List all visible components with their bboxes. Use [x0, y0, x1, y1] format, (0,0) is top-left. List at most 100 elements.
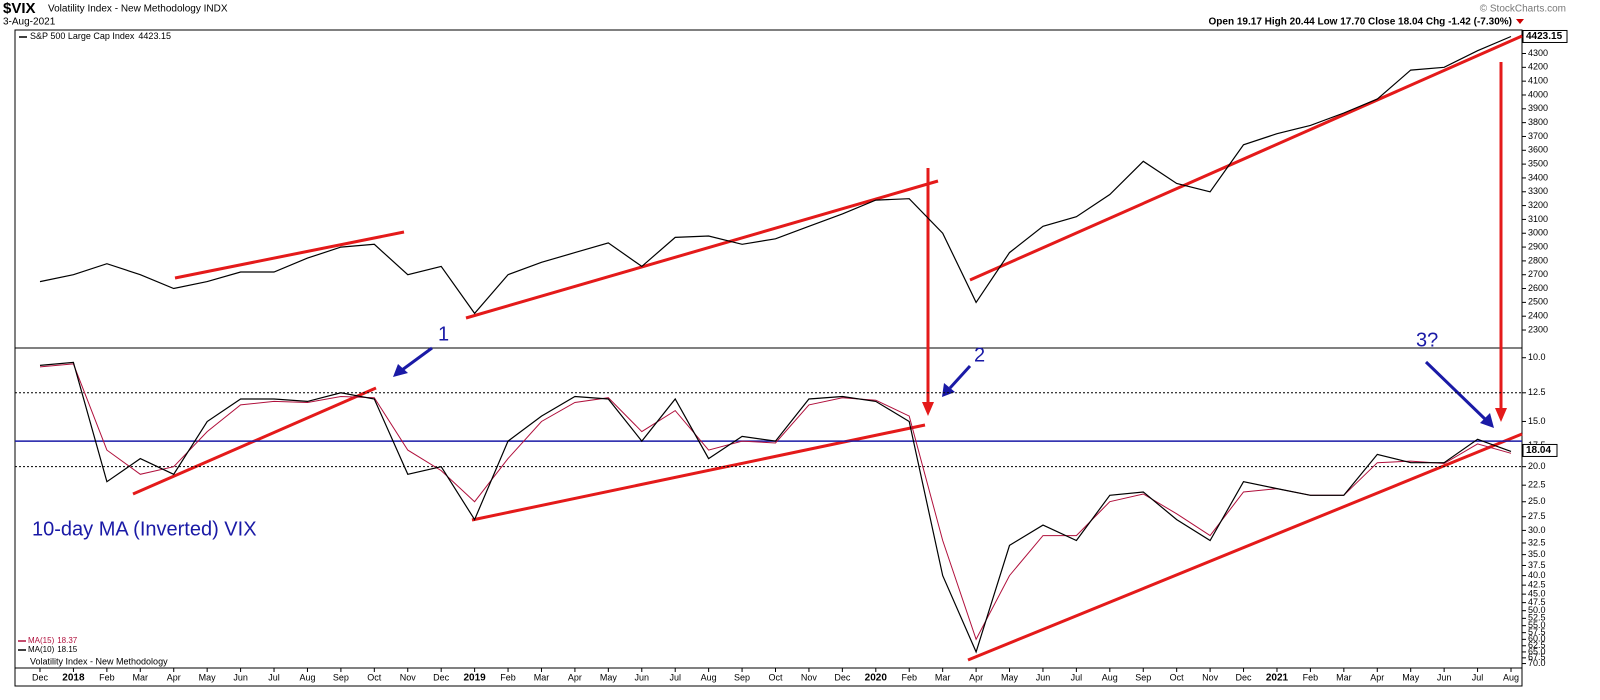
y-tick-label: 3900 — [1528, 103, 1548, 113]
y-tick-label: 52.5 — [1528, 613, 1546, 623]
x-tick-label: Jul — [1472, 672, 1484, 682]
trendline — [969, 34, 1523, 282]
y-tick-label: 60.0 — [1528, 634, 1546, 644]
credit: © StockCharts.com — [1480, 4, 1566, 15]
x-tick-label: Apr — [969, 672, 983, 682]
x-tick-label: Oct — [367, 672, 382, 682]
x-tick-label: May — [1001, 672, 1019, 682]
x-tick-label: Jun — [635, 672, 650, 682]
y-tick-label: 27.5 — [1528, 511, 1546, 521]
y-tick-label: 3000 — [1528, 228, 1548, 238]
arrow — [948, 364, 972, 390]
x-tick-label: Dec — [433, 672, 450, 682]
x-tick-label: Apr — [1370, 672, 1384, 682]
y-tick-label: 2400 — [1528, 311, 1548, 321]
down-arrow — [1516, 19, 1524, 24]
x-tick-label: Oct — [768, 672, 783, 682]
legend-name: MA(15) — [28, 636, 55, 645]
x-tick-label: Nov — [801, 672, 818, 682]
y-tick-label: 2300 — [1528, 324, 1548, 334]
y-tick-label: 3200 — [1528, 200, 1548, 210]
x-tick-label: Apr — [167, 672, 181, 682]
legend-name: MA(10) — [28, 645, 55, 654]
trendline — [174, 230, 405, 280]
x-tick-label: Aug — [1102, 672, 1118, 682]
y-tick-label: 65.0 — [1528, 646, 1546, 656]
legend: MA(10) 18.15 — [28, 645, 78, 654]
y-tick-label: 2700 — [1528, 269, 1548, 279]
x-tick-label: Aug — [1503, 672, 1519, 682]
x-tick-label: May — [199, 672, 217, 682]
x-tick-label: Oct — [1170, 672, 1185, 682]
x-tick-label: May — [1402, 672, 1420, 682]
x-tick-label: Dec — [1236, 672, 1253, 682]
y-tick-label: 3300 — [1528, 186, 1548, 196]
legend-value: 18.37 — [57, 636, 78, 645]
y-tick-label: 3500 — [1528, 158, 1548, 168]
last-value-label: 18.04 — [1526, 445, 1551, 456]
y-tick-label: 2900 — [1528, 241, 1548, 251]
legend-name: S&P 500 Large Cap Index — [30, 31, 135, 41]
x-tick-label: Mar — [935, 672, 951, 682]
quote: Open 19.17 High 20.44 Low 17.70 Close 18… — [1209, 17, 1512, 28]
y-tick-label: 50.0 — [1528, 605, 1546, 615]
x-tick-label: Jul — [1071, 672, 1083, 682]
trendline — [967, 432, 1523, 662]
x-tick-label: Jun — [233, 672, 248, 682]
arrow — [1424, 360, 1488, 422]
blue-arrows — [401, 346, 1488, 422]
series-line — [39, 35, 1512, 315]
x-tick-label: 2020 — [865, 673, 888, 684]
x-axis-band — [14, 667, 1523, 687]
x-tick-label: Feb — [99, 672, 115, 682]
x-tick-label: Sep — [1135, 672, 1151, 682]
legend-value: 4423.15 — [138, 31, 171, 41]
x-tick-label: Nov — [400, 672, 417, 682]
y-tick-label: 15.0 — [1528, 416, 1546, 426]
last-value-tag — [1522, 443, 1558, 457]
y-tick-label: 2800 — [1528, 255, 1548, 265]
x-tick-label: Dec — [32, 672, 49, 682]
x-tick-label: 2019 — [463, 673, 486, 684]
x-tick-label: Feb — [500, 672, 516, 682]
y-tick-label: 3100 — [1528, 214, 1548, 224]
y-tick-label: 22.5 — [1528, 480, 1546, 490]
date: 3-Aug-2021 — [3, 17, 56, 28]
y-tick-label: 70.0 — [1528, 658, 1546, 668]
y-tick-label: 30.0 — [1528, 525, 1546, 535]
subtitle: Volatility Index - New Methodology INDX — [48, 4, 228, 15]
last-value-tag — [1522, 29, 1568, 43]
x-tick-label: Sep — [333, 672, 349, 682]
y-tick-label: 62.5 — [1528, 640, 1546, 650]
y-tick-label: 57.5 — [1528, 627, 1546, 637]
x-tick-label: Mar — [534, 672, 550, 682]
series-line — [39, 361, 1512, 654]
symbol: $VIX — [3, 0, 36, 17]
y-tick-label: 2600 — [1528, 283, 1548, 293]
y-tick-label: 25.0 — [1528, 496, 1546, 506]
arrow — [401, 346, 433, 372]
y-tick-label: 2500 — [1528, 297, 1548, 307]
x-tick-label: Aug — [299, 672, 315, 682]
x-tick-label: May — [600, 672, 618, 682]
y-tick-label: 35.0 — [1528, 549, 1546, 559]
annotation: 1 — [438, 323, 449, 345]
y-tick-label: 4200 — [1528, 62, 1548, 72]
last-value-label: 4423.15 — [1526, 31, 1563, 42]
x-tick-label: 2018 — [62, 673, 85, 684]
annotation: 3? — [1416, 329, 1438, 351]
x-tick-label: 2021 — [1266, 673, 1289, 684]
legend-note: Volatility Index - New Methodology — [30, 656, 168, 666]
series-line — [39, 363, 1512, 641]
x-tick-label: Aug — [701, 672, 717, 682]
y-tick-label: 45.0 — [1528, 589, 1546, 599]
y-tick-label: 42.5 — [1528, 580, 1546, 590]
y-tick-label: 12.5 — [1528, 387, 1546, 397]
y-tick-label: 40.0 — [1528, 570, 1546, 580]
y-tick-label: 4100 — [1528, 76, 1548, 86]
x-tick-label: Jun — [1437, 672, 1452, 682]
y-tick-label: 10.0 — [1528, 352, 1546, 362]
y-tick-label: 3800 — [1528, 117, 1548, 127]
y-tick-label: 4000 — [1528, 89, 1548, 99]
